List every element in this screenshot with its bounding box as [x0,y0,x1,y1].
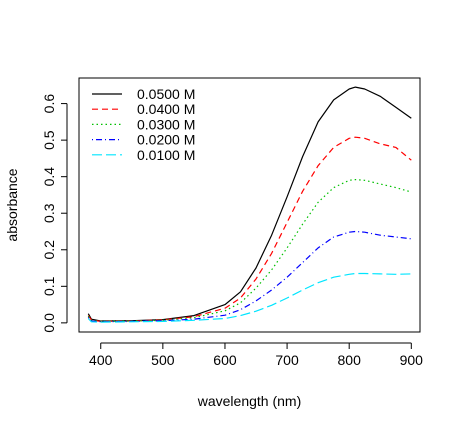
x-axis: 400 500 600 700 800 900 [89,342,424,368]
legend-label: 0.0500 M [137,86,195,102]
y-tick-label: 0.0 [41,313,57,333]
y-tick-label: 0.4 [41,167,57,187]
x-tick-label: 700 [275,352,299,368]
series-line [87,272,412,323]
legend-label: 0.0100 M [137,147,195,163]
y-axis-label: absorbance [4,168,20,241]
x-tick-label: 600 [213,352,237,368]
legend-label: 0.0200 M [137,132,195,148]
y-tick-label: 0.6 [41,94,57,114]
y-tick-label: 0.1 [41,276,57,296]
series-layer [87,86,412,323]
x-axis-label: wavelength (nm) [197,393,302,409]
x-tick-label: 800 [338,352,362,368]
x-tick-label: 400 [89,352,113,368]
legend-label: 0.0400 M [137,101,195,117]
plot-frame [78,77,421,333]
x-tick-label: 500 [151,352,175,368]
y-tick-label: 0.5 [41,130,57,150]
x-tick-label: 900 [400,352,424,368]
series-line [87,230,412,323]
y-axis: 0.0 0.1 0.2 0.3 0.4 0.5 0.6 [41,94,68,333]
series-line [87,136,412,322]
legend-label: 0.0300 M [137,116,195,132]
y-tick-label: 0.3 [41,203,57,223]
legend: 0.0500 M0.0400 M0.0300 M0.0200 M0.0100 M [92,86,195,163]
y-tick-label: 0.2 [41,240,57,260]
series-line [87,179,412,322]
